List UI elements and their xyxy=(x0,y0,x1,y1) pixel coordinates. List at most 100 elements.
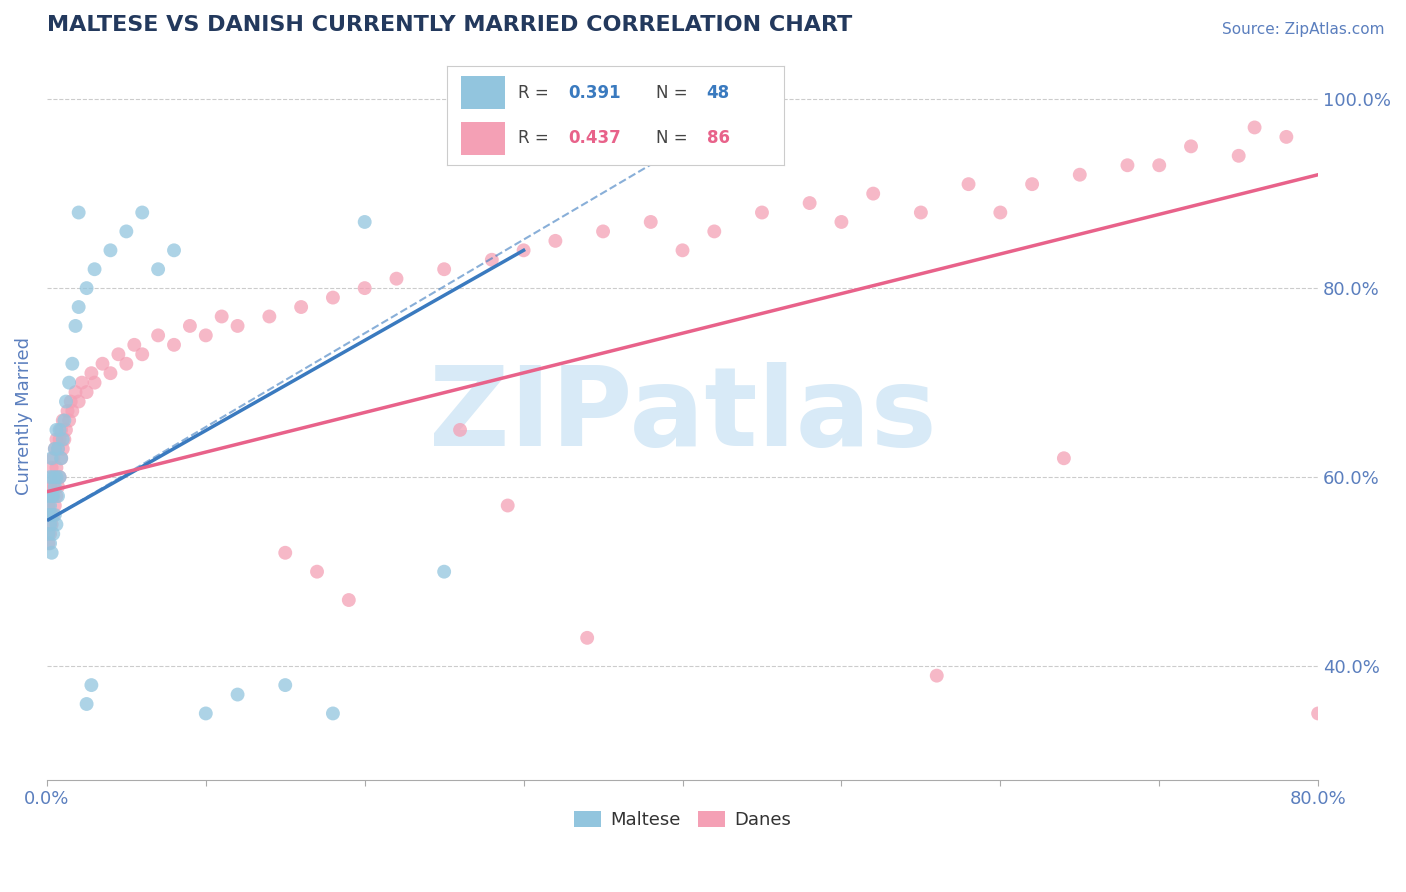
Point xyxy=(41,451,63,466)
Point xyxy=(496,499,519,513)
Point xyxy=(51,451,73,466)
Point xyxy=(226,688,249,702)
Point xyxy=(42,451,65,466)
Point xyxy=(322,706,344,721)
Point xyxy=(39,527,62,541)
Point xyxy=(100,244,122,258)
Point xyxy=(703,224,725,238)
Point xyxy=(41,546,63,560)
Point xyxy=(42,470,65,484)
Point xyxy=(45,423,67,437)
Point xyxy=(115,357,138,371)
Point xyxy=(41,489,63,503)
Point xyxy=(131,347,153,361)
Point xyxy=(1021,177,1043,191)
Point xyxy=(45,433,67,447)
Point xyxy=(274,678,297,692)
Point xyxy=(42,527,65,541)
Point xyxy=(60,357,83,371)
Point xyxy=(39,536,62,550)
Y-axis label: Currently Married: Currently Married xyxy=(15,336,32,495)
Point xyxy=(56,404,79,418)
Point xyxy=(1069,168,1091,182)
Point xyxy=(46,480,69,494)
Point xyxy=(76,697,98,711)
Point xyxy=(42,489,65,503)
Point xyxy=(53,413,76,427)
Point xyxy=(194,706,217,721)
Point xyxy=(1053,451,1076,466)
Point xyxy=(83,262,105,277)
Point xyxy=(51,423,73,437)
Point xyxy=(640,215,662,229)
Point xyxy=(46,442,69,456)
Point xyxy=(39,517,62,532)
Point xyxy=(592,224,614,238)
Point xyxy=(179,318,201,333)
Text: Source: ZipAtlas.com: Source: ZipAtlas.com xyxy=(1222,22,1385,37)
Point xyxy=(53,433,76,447)
Point xyxy=(1227,149,1250,163)
Point xyxy=(37,536,59,550)
Point xyxy=(58,413,80,427)
Text: ZIPatlas: ZIPatlas xyxy=(429,362,936,469)
Point xyxy=(274,546,297,560)
Point xyxy=(67,394,90,409)
Point xyxy=(353,281,375,295)
Point xyxy=(925,668,948,682)
Point xyxy=(1116,158,1139,172)
Point xyxy=(76,385,98,400)
Point xyxy=(433,262,456,277)
Point xyxy=(45,470,67,484)
Point xyxy=(37,508,59,522)
Point xyxy=(211,310,233,324)
Point xyxy=(544,234,567,248)
Point xyxy=(39,470,62,484)
Point xyxy=(51,451,73,466)
Point xyxy=(44,508,66,522)
Point xyxy=(58,376,80,390)
Point xyxy=(76,281,98,295)
Point xyxy=(42,508,65,522)
Point xyxy=(124,338,146,352)
Point xyxy=(48,433,70,447)
Point xyxy=(146,328,169,343)
Point xyxy=(107,347,129,361)
Point xyxy=(226,318,249,333)
Point xyxy=(39,480,62,494)
Point xyxy=(46,489,69,503)
Point xyxy=(80,366,103,380)
Point xyxy=(322,291,344,305)
Point xyxy=(91,357,114,371)
Point xyxy=(59,394,82,409)
Point xyxy=(115,224,138,238)
Point xyxy=(41,517,63,532)
Text: MALTESE VS DANISH CURRENTLY MARRIED CORRELATION CHART: MALTESE VS DANISH CURRENTLY MARRIED CORR… xyxy=(46,15,852,35)
Point xyxy=(671,244,693,258)
Point xyxy=(48,470,70,484)
Point xyxy=(42,480,65,494)
Point xyxy=(41,489,63,503)
Point xyxy=(1147,158,1170,172)
Point xyxy=(67,300,90,314)
Point xyxy=(131,205,153,219)
Point xyxy=(44,442,66,456)
Point xyxy=(37,489,59,503)
Point xyxy=(41,460,63,475)
Point xyxy=(512,244,534,258)
Point xyxy=(65,385,87,400)
Point xyxy=(576,631,599,645)
Point xyxy=(46,442,69,456)
Point xyxy=(433,565,456,579)
Point xyxy=(146,262,169,277)
Point xyxy=(1243,120,1265,135)
Point xyxy=(830,215,852,229)
Point xyxy=(67,205,90,219)
Point xyxy=(194,328,217,343)
Point xyxy=(44,499,66,513)
Point xyxy=(45,489,67,503)
Point xyxy=(1180,139,1202,153)
Point xyxy=(52,433,75,447)
Point xyxy=(37,499,59,513)
Point xyxy=(80,678,103,692)
